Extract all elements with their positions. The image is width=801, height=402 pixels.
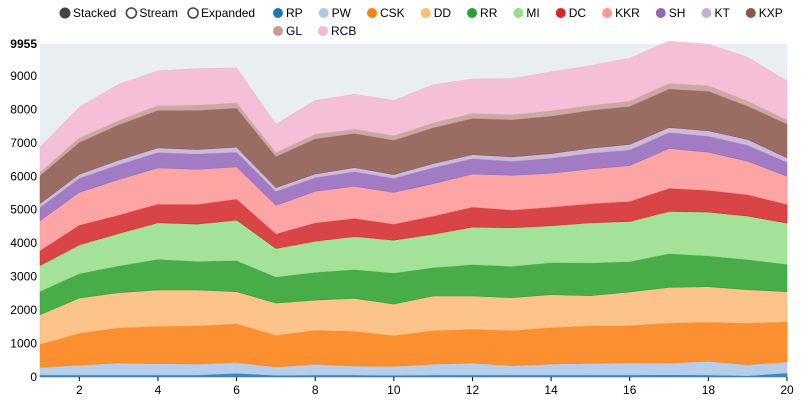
legend-label-mi: MI: [526, 6, 539, 20]
y-axis: 0 1000 2000 3000 4000 5000 6000 7000 8000 9000 995…: [10, 37, 37, 384]
legend-swatch-mi: [513, 8, 524, 18]
y-tick-label: 6000: [10, 169, 37, 183]
legend-item-dc[interactable]: DC: [555, 6, 587, 20]
legend-item-mi[interactable]: MI: [513, 6, 540, 20]
legend-label-kkr: KKR: [615, 6, 640, 20]
y-tick-label: 3000: [10, 270, 37, 284]
radio-stacked-icon: [59, 7, 71, 19]
legend-label-rp: RP: [286, 6, 303, 20]
legend-swatch-rr: [467, 8, 478, 18]
legend-item-dd[interactable]: DD: [420, 6, 452, 20]
legend-item-rr[interactable]: RR: [467, 6, 498, 20]
y-tick-label: 4000: [10, 236, 37, 250]
legend-swatch-rp: [273, 8, 283, 18]
legend-label-pw: PW: [332, 6, 352, 20]
legend-label-gl: GL: [286, 24, 302, 38]
x-tick-label: 14: [544, 383, 558, 397]
y-tick-label: 7000: [10, 136, 37, 150]
legend-swatch-dc: [555, 8, 566, 18]
x-tick-label: 10: [387, 383, 401, 397]
x-tick-label: 6: [233, 383, 240, 397]
legend-label-csk: CSK: [380, 6, 405, 20]
x-tick-label: 12: [466, 383, 480, 397]
legend-label-kxp: KXP: [759, 6, 783, 20]
series-legend: RP PW CSK DD RR MI DC KKR SH KT KXP GL RCB: [273, 6, 783, 38]
legend-swatch-sh: [655, 8, 666, 18]
area-rcb[interactable]: [39, 40, 788, 173]
legend-label-rr: RR: [480, 6, 498, 20]
radio-stream-icon: [125, 7, 138, 19]
legend-item-rp[interactable]: RP: [273, 6, 303, 20]
legend-item-kt[interactable]: KT: [701, 6, 730, 20]
legend-item-kxp[interactable]: KXP: [745, 6, 783, 20]
x-tick-label: 20: [780, 383, 794, 397]
y-tick-label: 5000: [10, 203, 37, 217]
legend-label-dc: DC: [569, 6, 587, 20]
y-tick-label: 0: [30, 370, 37, 384]
mode-option-stacked[interactable]: Stacked: [59, 6, 116, 20]
mode-label-stacked: Stacked: [73, 6, 116, 20]
x-tick-label: 2: [76, 383, 83, 397]
legend-item-rcb[interactable]: RCB: [318, 24, 356, 38]
mode-option-expanded[interactable]: Expanded: [187, 6, 255, 20]
legend-swatch-rcb: [318, 26, 329, 36]
x-tick-label: 4: [155, 383, 162, 397]
x-tick-label: 16: [623, 383, 637, 397]
legend-label-rcb: RCB: [331, 24, 356, 38]
legend-swatch-kt: [701, 8, 712, 18]
y-tick-label: 8000: [10, 102, 37, 116]
legend-item-gl[interactable]: GL: [273, 24, 302, 38]
legend-item-kkr[interactable]: KKR: [602, 6, 640, 20]
y-tick-label: 1000: [10, 337, 37, 351]
mode-option-stream[interactable]: Stream: [125, 6, 178, 20]
y-tick-label: 2000: [10, 303, 37, 317]
legend-swatch-dd: [420, 8, 431, 18]
legend-label-sh: SH: [669, 6, 686, 20]
area-layers: [39, 40, 788, 378]
legend-swatch-gl: [273, 26, 283, 36]
mode-controls: Stacked Stream Expanded: [59, 6, 255, 20]
legend-item-sh[interactable]: SH: [655, 6, 686, 20]
mode-label-expanded: Expanded: [201, 6, 255, 20]
y-max-label: 9955: [10, 37, 37, 51]
legend-label-kt: KT: [714, 6, 730, 20]
legend-swatch-csk: [367, 8, 378, 18]
legend-label-dd: DD: [434, 6, 452, 20]
legend-swatch-pw: [318, 8, 329, 18]
x-tick-label: 8: [312, 383, 319, 397]
legend-item-pw[interactable]: PW: [318, 6, 352, 20]
x-axis: 2 4 6 8 10 12 14 16 18 20: [76, 377, 794, 397]
radio-expanded-icon: [187, 7, 199, 19]
legend-swatch-kkr: [602, 8, 613, 18]
legend-item-csk[interactable]: CSK: [367, 6, 405, 20]
legend-swatch-kxp: [745, 8, 756, 18]
y-tick-label: 9000: [10, 69, 37, 83]
x-tick-label: 18: [702, 383, 716, 397]
mode-label-stream: Stream: [139, 6, 178, 20]
